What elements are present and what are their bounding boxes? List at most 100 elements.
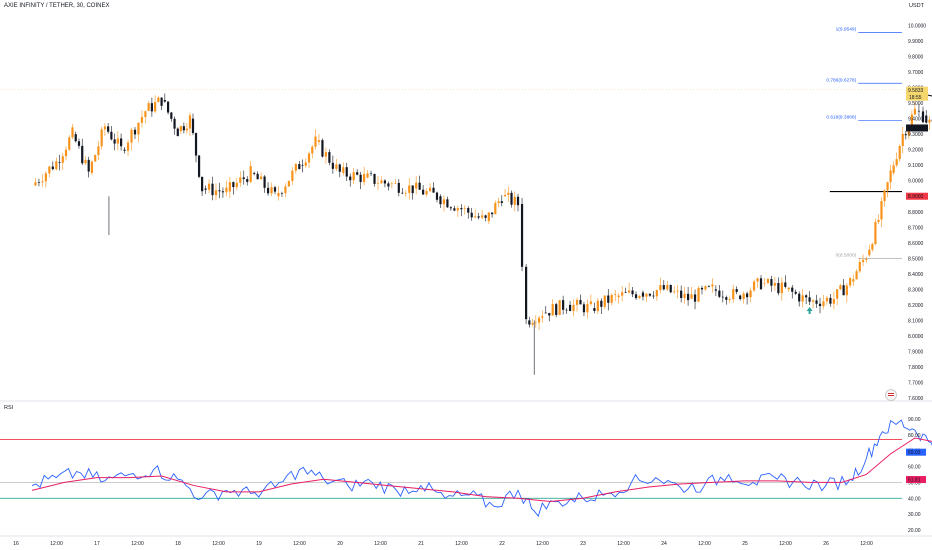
candle-body bbox=[503, 194, 507, 197]
candle-body bbox=[704, 286, 707, 290]
candle-body bbox=[232, 182, 235, 188]
candle-body bbox=[211, 183, 214, 196]
candle-body bbox=[801, 295, 804, 302]
candle-body bbox=[537, 317, 541, 323]
candle-body bbox=[120, 138, 123, 147]
candle-body bbox=[123, 149, 126, 151]
candle-body bbox=[621, 292, 624, 296]
candle-body bbox=[173, 118, 176, 129]
candle-body bbox=[572, 304, 575, 312]
candle-body bbox=[593, 307, 596, 311]
time-axis-tick: 12:00 bbox=[698, 541, 711, 547]
candle-body bbox=[666, 284, 669, 290]
candle-body bbox=[301, 165, 304, 166]
time-axis-tick: 16 bbox=[13, 541, 19, 547]
candle-body bbox=[811, 300, 815, 302]
candle-body bbox=[614, 294, 617, 296]
candle-body bbox=[84, 159, 87, 164]
candle-body bbox=[780, 282, 783, 294]
candle-body bbox=[266, 187, 270, 194]
price-tag-value: 9.5833 bbox=[908, 88, 924, 94]
candle-body bbox=[140, 117, 144, 123]
candle-body bbox=[575, 299, 579, 305]
candle-body bbox=[742, 293, 745, 300]
time-axis-tick: 24 bbox=[661, 541, 667, 547]
candle-body bbox=[369, 173, 373, 175]
candle-body bbox=[568, 304, 572, 312]
candle-body bbox=[284, 186, 287, 194]
time-axis-tick: 12:00 bbox=[860, 541, 873, 547]
candle-body bbox=[130, 129, 133, 143]
candle-body bbox=[154, 102, 157, 112]
candle-body bbox=[659, 285, 662, 291]
candle-body bbox=[41, 181, 44, 183]
candle-body bbox=[263, 176, 266, 188]
candle-body bbox=[725, 297, 728, 300]
rsi-value-tag bbox=[906, 448, 926, 456]
candle-body bbox=[794, 291, 797, 294]
candle-body bbox=[880, 201, 883, 220]
candle-body bbox=[507, 192, 510, 195]
candle-body bbox=[634, 294, 638, 299]
candle-body bbox=[415, 182, 418, 189]
candle-body bbox=[249, 166, 252, 182]
time-axis-tick: 25 bbox=[742, 541, 748, 547]
time-axis-tick: 12:00 bbox=[374, 541, 387, 547]
candle-body bbox=[425, 191, 428, 195]
candle-body bbox=[376, 183, 380, 184]
candle-body bbox=[746, 293, 749, 298]
candle-body bbox=[579, 299, 582, 305]
price-axis-tick: 8.1000 bbox=[908, 318, 924, 324]
candle-body bbox=[836, 289, 839, 299]
candle-body bbox=[718, 290, 721, 297]
time-axis-tick: 12:00 bbox=[50, 541, 63, 547]
candle-body bbox=[925, 115, 928, 123]
candle-body bbox=[435, 192, 439, 200]
candle-body bbox=[48, 166, 51, 174]
candle-body bbox=[756, 278, 759, 282]
candle-body bbox=[487, 212, 490, 222]
candle-body bbox=[895, 159, 898, 166]
candle-body bbox=[818, 303, 822, 307]
time-axis-tick: 23 bbox=[580, 541, 586, 547]
candle-body bbox=[825, 297, 829, 302]
candle-body bbox=[100, 129, 103, 147]
time-axis-tick: 12:00 bbox=[617, 541, 630, 547]
rsi-value-text: 69.03 bbox=[908, 450, 921, 456]
candle-body bbox=[342, 167, 345, 173]
candle-body bbox=[683, 293, 686, 299]
price-axis-tick: 8.5000 bbox=[908, 256, 924, 262]
candle-body bbox=[428, 187, 432, 192]
candle-body bbox=[470, 212, 473, 218]
candle-body bbox=[904, 134, 907, 136]
level-label: 1(9.9549) bbox=[836, 27, 857, 33]
price-axis-tick: 8.7000 bbox=[908, 225, 924, 231]
candle-body bbox=[822, 301, 825, 307]
candle-body bbox=[868, 249, 871, 256]
candle-body bbox=[311, 146, 314, 154]
price-axis-tick: 9.0000 bbox=[908, 179, 924, 185]
candle-body bbox=[225, 187, 228, 193]
candle-body bbox=[228, 182, 231, 192]
candle-body bbox=[277, 192, 280, 197]
candle-body bbox=[191, 118, 195, 134]
rsi-axis-tick: 60.00 bbox=[908, 465, 921, 471]
level-label: 0(8.5000) bbox=[836, 252, 857, 258]
candle-body bbox=[735, 289, 738, 292]
candle-body bbox=[94, 155, 97, 162]
candle-body bbox=[110, 131, 113, 140]
candle-body bbox=[883, 190, 886, 202]
time-axis-tick: 12:00 bbox=[293, 541, 306, 547]
candle-body bbox=[246, 179, 249, 182]
candle-body bbox=[648, 293, 652, 296]
time-axis-tick: 12:00 bbox=[131, 541, 144, 547]
candle-body bbox=[239, 177, 242, 183]
candle-body bbox=[107, 126, 110, 132]
candle-body bbox=[562, 300, 565, 310]
time-axis-tick: 18 bbox=[175, 541, 181, 547]
candle-body bbox=[669, 284, 672, 293]
candle-body bbox=[345, 167, 348, 177]
candle-body bbox=[166, 101, 170, 113]
flag-icon[interactable] bbox=[885, 389, 897, 401]
